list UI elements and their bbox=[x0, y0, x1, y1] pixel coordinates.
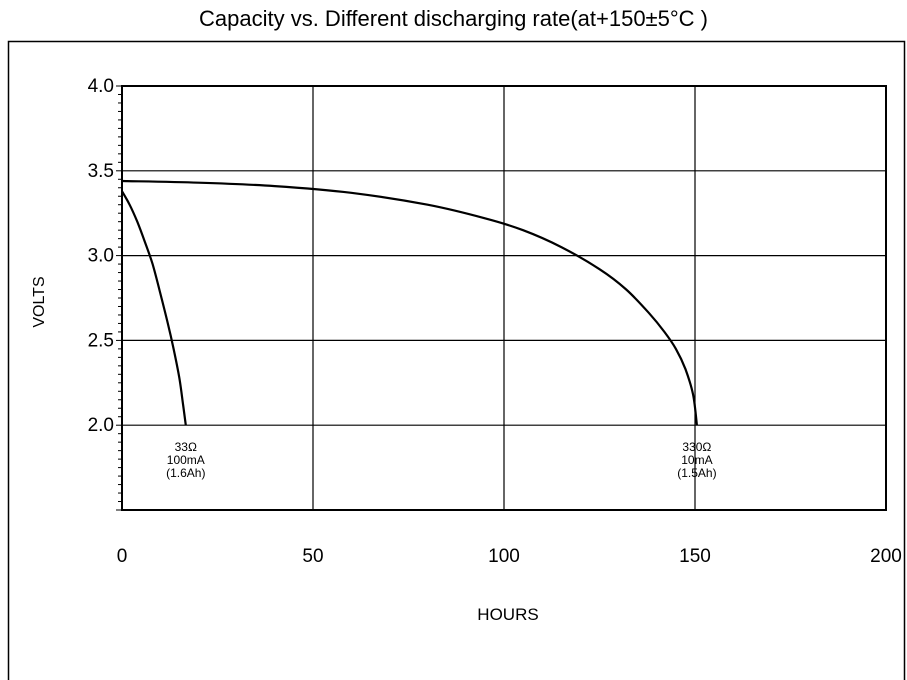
y-tick-label: 3.0 bbox=[88, 246, 114, 267]
y-axis-label: VOLTS bbox=[31, 276, 48, 327]
grid bbox=[122, 86, 886, 510]
series-1-annotation: 100mA bbox=[167, 453, 205, 467]
y-tick-labels: 2.0 2.5 3.0 3.5 4.0 bbox=[88, 76, 114, 436]
x-tick-label: 200 bbox=[870, 546, 902, 567]
x-tick-label: 0 bbox=[117, 546, 128, 567]
series-2-annotation: 330Ω bbox=[682, 440, 711, 454]
series-line-1 bbox=[121, 190, 187, 426]
chart-title: Capacity vs. Different discharging rate(… bbox=[199, 6, 708, 31]
series-1-annotation: 33Ω bbox=[175, 440, 197, 454]
series-group bbox=[121, 179, 698, 426]
series-line-2 bbox=[121, 179, 698, 426]
x-tick-label: 50 bbox=[302, 546, 323, 567]
x-tick-labels: 0 50 100 150 200 bbox=[117, 546, 902, 567]
x-tick-label: 150 bbox=[679, 546, 711, 567]
x-axis-label: HOURS bbox=[477, 605, 538, 624]
y-tick-label: 2.5 bbox=[88, 330, 114, 351]
y-tick-label: 2.0 bbox=[88, 415, 114, 436]
plot-border bbox=[121, 85, 887, 511]
y-tick-label: 4.0 bbox=[88, 76, 114, 97]
x-tick-label: 100 bbox=[488, 546, 520, 567]
outer-frame bbox=[7, 40, 906, 680]
series-2-annotation: (1.5Ah) bbox=[677, 466, 716, 480]
y-tick-label: 3.5 bbox=[88, 161, 114, 182]
series-2-annotation: 10mA bbox=[681, 453, 712, 467]
series-1-annotation: (1.6Ah) bbox=[166, 466, 205, 480]
